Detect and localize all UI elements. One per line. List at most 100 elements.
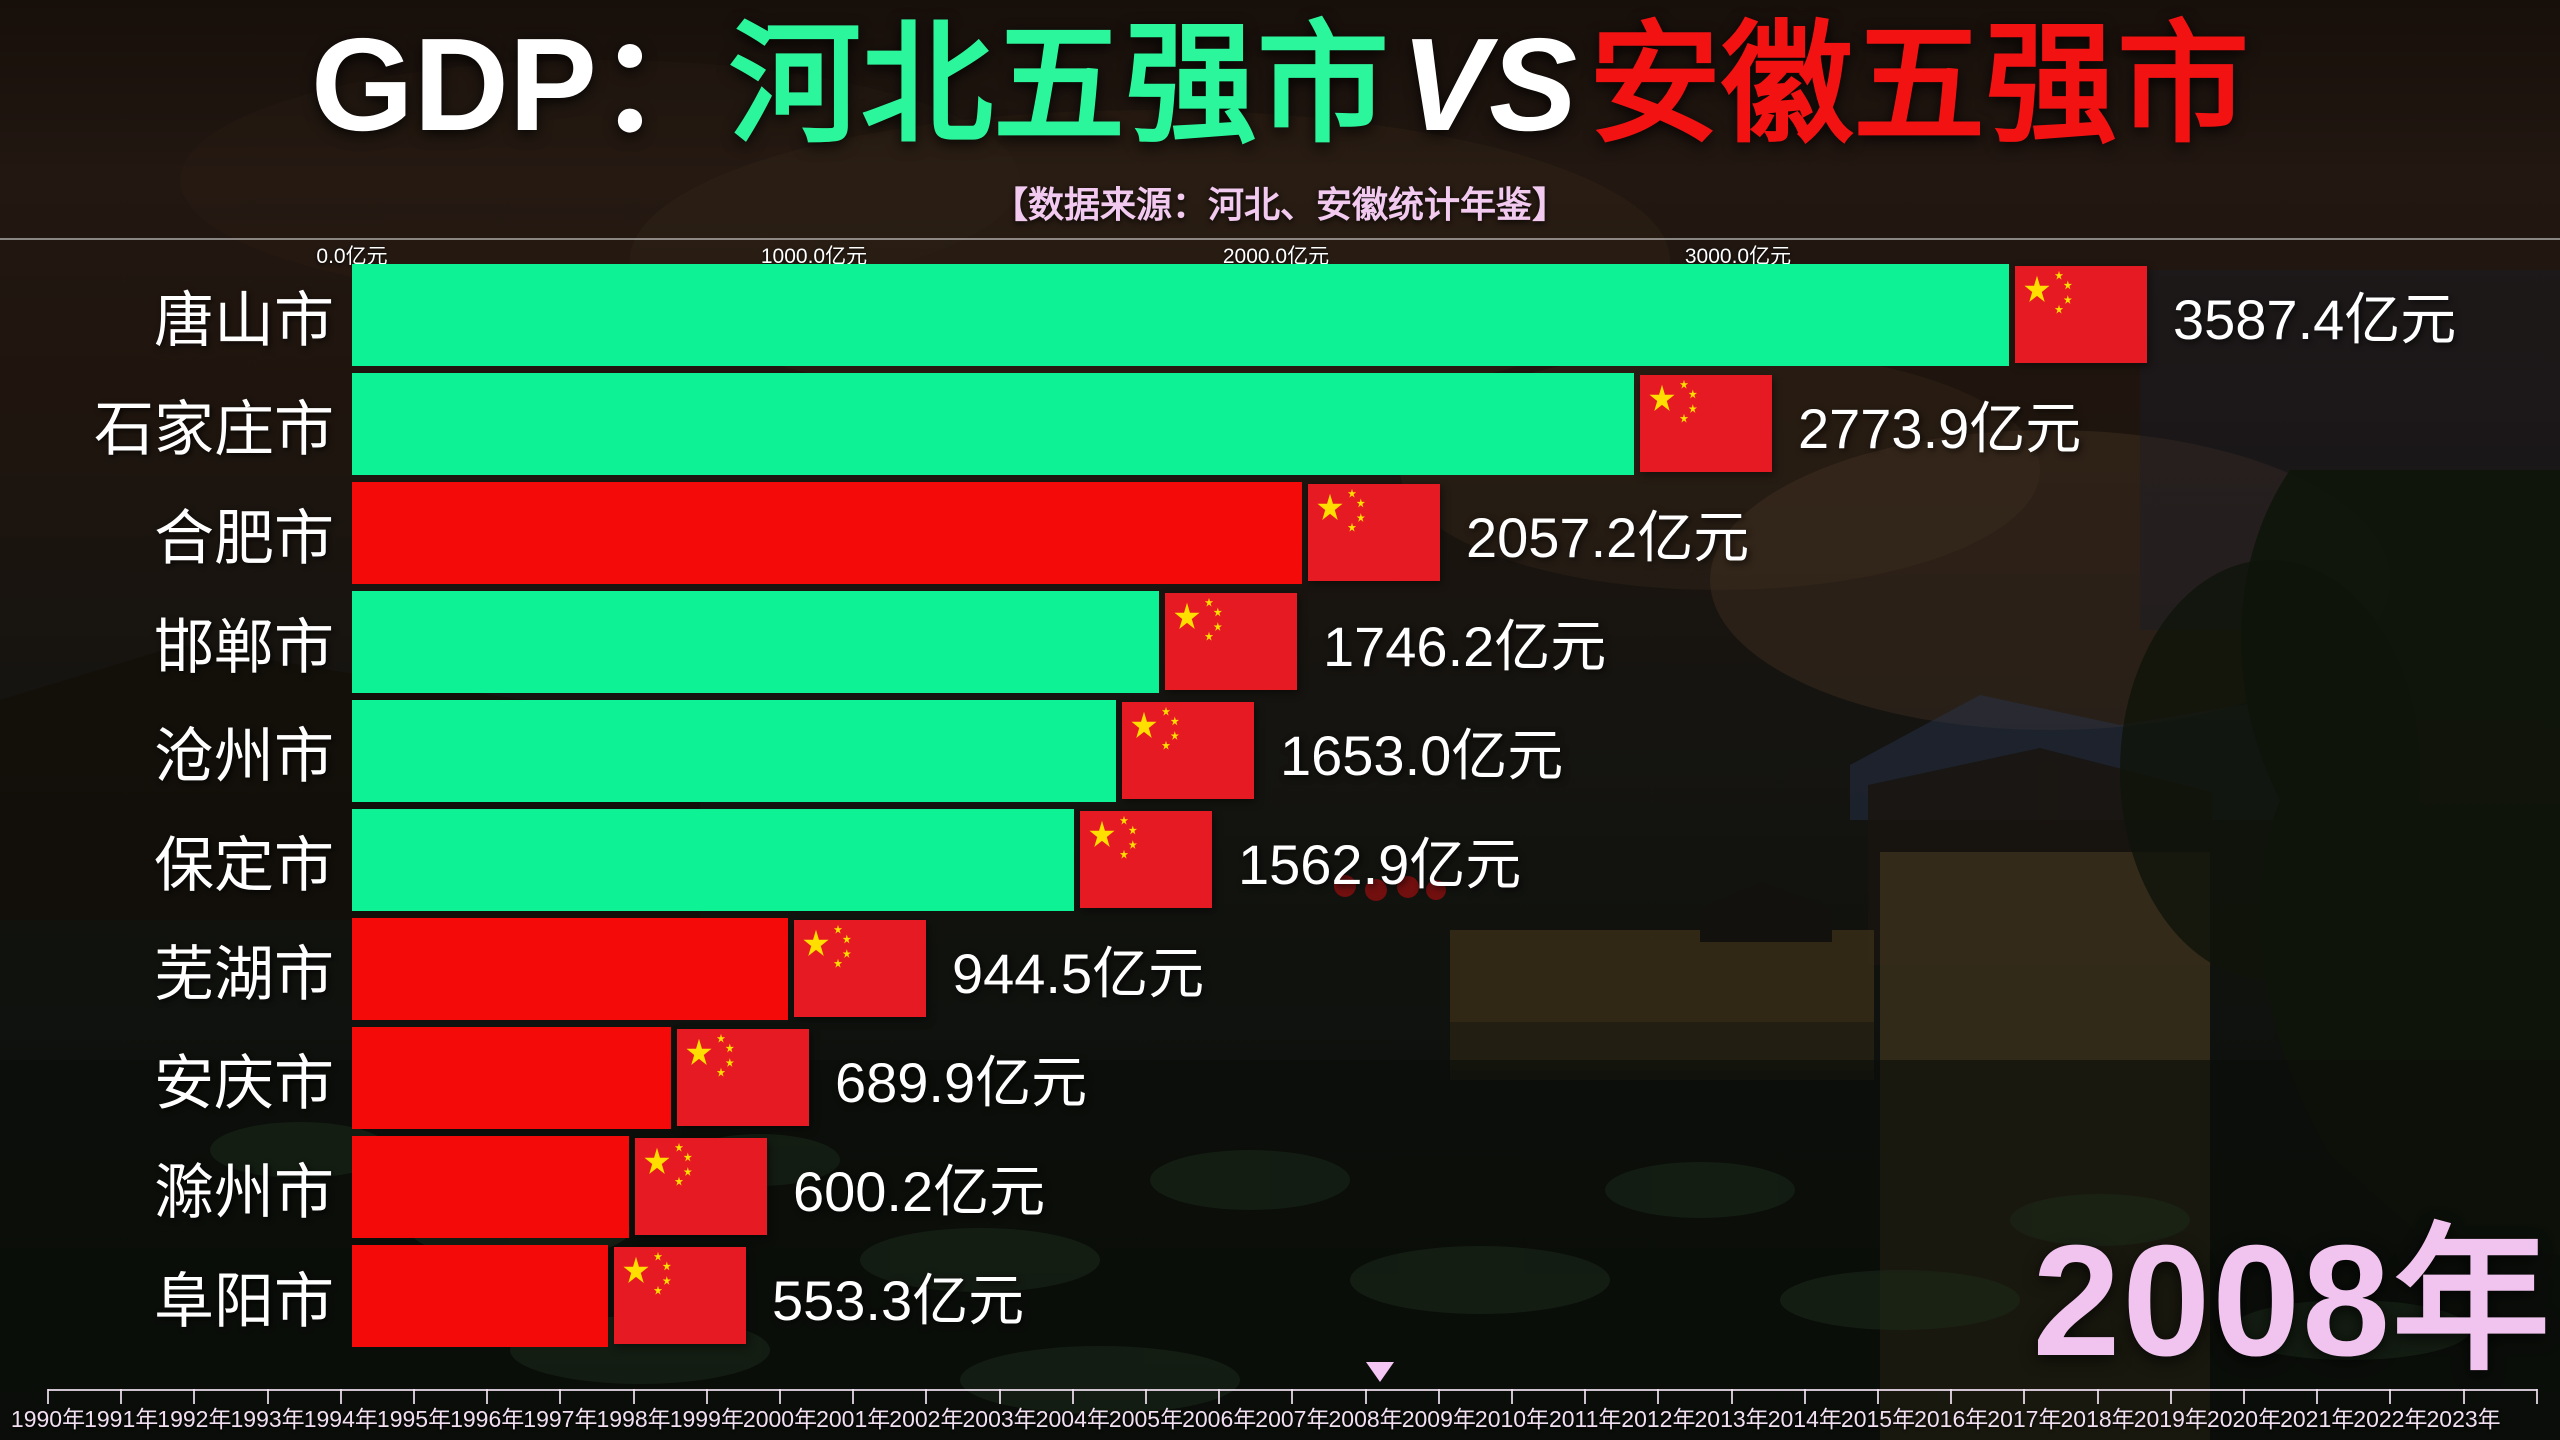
x-axis-tick-label: 0.0亿元 [316,245,388,268]
timeline-year-label: 1991年 [84,1406,159,1432]
city-label: 芜湖市 [154,940,334,1008]
title-gdp-prefix: GDP： [310,11,729,158]
timeline-tick [2389,1389,2392,1404]
timeline-year-label: 2005年 [1108,1406,1184,1432]
bar-row: 安庆市 689.9亿元 [0,1027,2560,1129]
timeline-year-label: 1994年 [303,1406,378,1432]
timeline-year-label: 1999年 [669,1406,744,1432]
timeline-year-label: 1997年 [523,1406,598,1432]
page-title: GDP：河北五强市VS安徽五强市 [0,2,2560,167]
timeline-year-label: 2018年 [2060,1406,2135,1432]
timeline-tick [1657,1389,1660,1404]
title-vs: VS [1400,11,1578,158]
timeline-tick [1730,1389,1733,1404]
timeline-year-label: 2019年 [2133,1406,2208,1432]
china-flag-icon [635,1138,767,1235]
bar-row: 沧州市 1653.0亿元 [0,700,2560,802]
value-label: 944.5亿元 [952,941,1205,1005]
x-axis: 0.0亿元 1000.0亿元 2000.0亿元 3000.0亿元 [0,240,2560,268]
timeline-year-label: 2012年 [1621,1406,1696,1432]
current-year-label: 2008年 [2032,1213,2552,1389]
timeline-tick [1071,1389,1074,1404]
bar-chart: 唐山市 3587.4亿元 石家庄市 2773.9亿元 合肥市 2057.2亿元 … [0,264,2560,1354]
timeline-year-label: 1992年 [157,1406,232,1432]
value-label: 1746.2亿元 [1323,614,1607,678]
timeline-tick [779,1389,781,1404]
china-flag-icon [1080,811,1212,908]
timeline-tick [266,1389,269,1404]
gdp-bar [352,700,1116,802]
timeline-year-label: 2013年 [1694,1406,1769,1432]
timeline-year-label: 1996年 [450,1406,525,1432]
value-label: 1562.9亿元 [1238,832,1522,896]
value-label: 2057.2亿元 [1466,505,1750,569]
timeline-year-label: 2009年 [1401,1406,1476,1432]
timeline-tick [1291,1389,1294,1404]
china-flag-icon [1308,484,1440,581]
city-label: 安庆市 [154,1049,334,1117]
bar-row: 芜湖市 944.5亿元 [0,918,2560,1020]
title-hebei: 河北五强市 [728,11,1389,158]
x-axis-tick-label: 1000.0亿元 [760,245,868,268]
timeline-tick [2243,1389,2245,1404]
gdp-bar [352,809,1074,911]
city-label: 石家庄市 [94,395,334,463]
timeline-tick [1803,1389,1806,1404]
china-flag-icon [614,1247,746,1344]
timeline-tick [47,1389,49,1404]
timeline-year-label: 2011年 [1548,1406,1622,1432]
timeline-year-label: 2014年 [1767,1406,1842,1432]
gdp-bar [352,482,1302,584]
bar-row: 合肥市 2057.2亿元 [0,482,2560,584]
china-flag-icon [677,1029,809,1126]
city-label: 沧州市 [154,722,334,790]
timeline-year-label: 2003年 [962,1406,1037,1432]
timeline-year-label: 2008年 [1328,1406,1403,1432]
x-axis-tick-label: 3000.0亿元 [1684,245,1792,268]
timeline-year-label: 2007年 [1255,1406,1330,1432]
timeline-year-label: 1990年 [10,1406,86,1432]
timeline-tick [852,1389,855,1404]
header-divider [0,238,2560,240]
timeline-year-label: 2021年 [2280,1406,2355,1432]
timeline-current-year-marker [1365,1362,1394,1382]
timeline-tick [2169,1389,2172,1404]
value-label: 2773.9亿元 [1798,396,2082,460]
bar-row: 滁州市 600.2亿元 [0,1136,2560,1238]
timeline-year-label: 1998年 [596,1406,671,1432]
timeline-tick [2096,1389,2099,1404]
china-flag-icon [1122,702,1254,799]
city-label: 保定市 [154,831,334,899]
bar-row: 唐山市 3587.4亿元 [0,264,2560,366]
bar-row: 邯郸市 1746.2亿元 [0,591,2560,693]
timeline-year-label: 2023年 [2426,1406,2501,1432]
gdp-bar [352,1245,608,1347]
bar-row: 阜阳市 553.3亿元 [0,1245,2560,1347]
china-flag-icon [1640,375,1772,472]
timeline-tick [1950,1389,1953,1404]
timeline-year-label: 2001年 [816,1406,891,1432]
timeline-tick [2535,1389,2538,1404]
timeline-tick [705,1389,708,1404]
value-label: 3587.4亿元 [2173,287,2457,351]
city-label: 邯郸市 [154,613,334,681]
timeline-year-label: 2004年 [1035,1406,1110,1432]
timeline-year-label: 1995年 [376,1406,452,1432]
timeline-year-label: 2020年 [2206,1406,2282,1432]
timeline-tick [1437,1389,1440,1404]
timeline-year-label: 2002年 [889,1406,964,1432]
x-axis-tick-label: 2000.0亿元 [1222,245,1330,268]
timeline-tick [632,1389,635,1404]
value-label: 1653.0亿元 [1280,723,1564,787]
timeline-tick [1877,1389,1879,1404]
gdp-bar [352,591,1159,693]
bar-row: 保定市 1562.9亿元 [0,809,2560,911]
value-label: 689.9亿元 [835,1050,1088,1114]
timeline-year-label: 2010年 [1474,1406,1550,1432]
timeline-tick [1145,1389,1147,1404]
gdp-bar [352,264,2009,366]
china-flag-icon [794,920,926,1017]
gdp-bar [352,918,788,1020]
value-label: 600.2亿元 [793,1159,1046,1223]
